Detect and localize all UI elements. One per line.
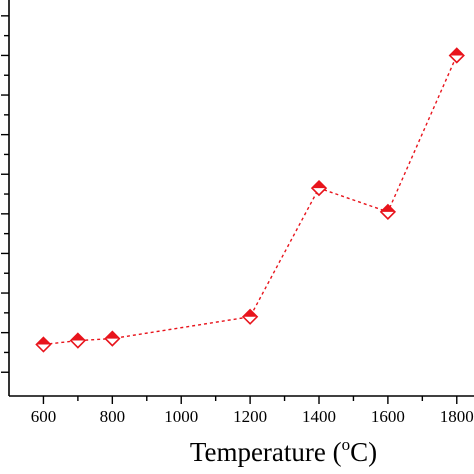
x-axis-title-main: Temperature ( [190, 437, 342, 467]
data-point [241, 308, 259, 325]
marker-fill [36, 337, 51, 345]
x-tick-label: 1400 [302, 407, 336, 426]
marker-fill [105, 331, 120, 339]
data-point [104, 330, 121, 347]
x-tick-labels: 600 800 1000 1200 1400 1600 1800 [31, 407, 474, 426]
x-tick-label: 600 [31, 407, 57, 426]
data-markers [35, 47, 465, 353]
x-tick-label: 1800 [440, 407, 474, 426]
x-axis-title-suffix: C) [350, 437, 377, 467]
data-point [448, 47, 465, 64]
tick-marks [1, 15, 458, 404]
x-tick-label: 800 [100, 407, 126, 426]
x-axis-title-sup: o [342, 435, 351, 454]
marker-fill [243, 309, 258, 317]
x-tick-label: 1200 [233, 407, 267, 426]
data-point [35, 336, 52, 353]
marker-fill [70, 333, 85, 341]
marker-fill [312, 181, 326, 189]
x-tick-label: 1000 [164, 407, 198, 426]
marker-fill [449, 48, 464, 56]
x-tick-label: 1600 [371, 407, 405, 426]
data-point [310, 179, 328, 197]
x-axis-title: Temperature (oC) [190, 435, 377, 467]
data-point [69, 332, 87, 349]
series-line [43, 55, 458, 346]
marker-fill [380, 204, 395, 212]
data-point [379, 203, 397, 220]
